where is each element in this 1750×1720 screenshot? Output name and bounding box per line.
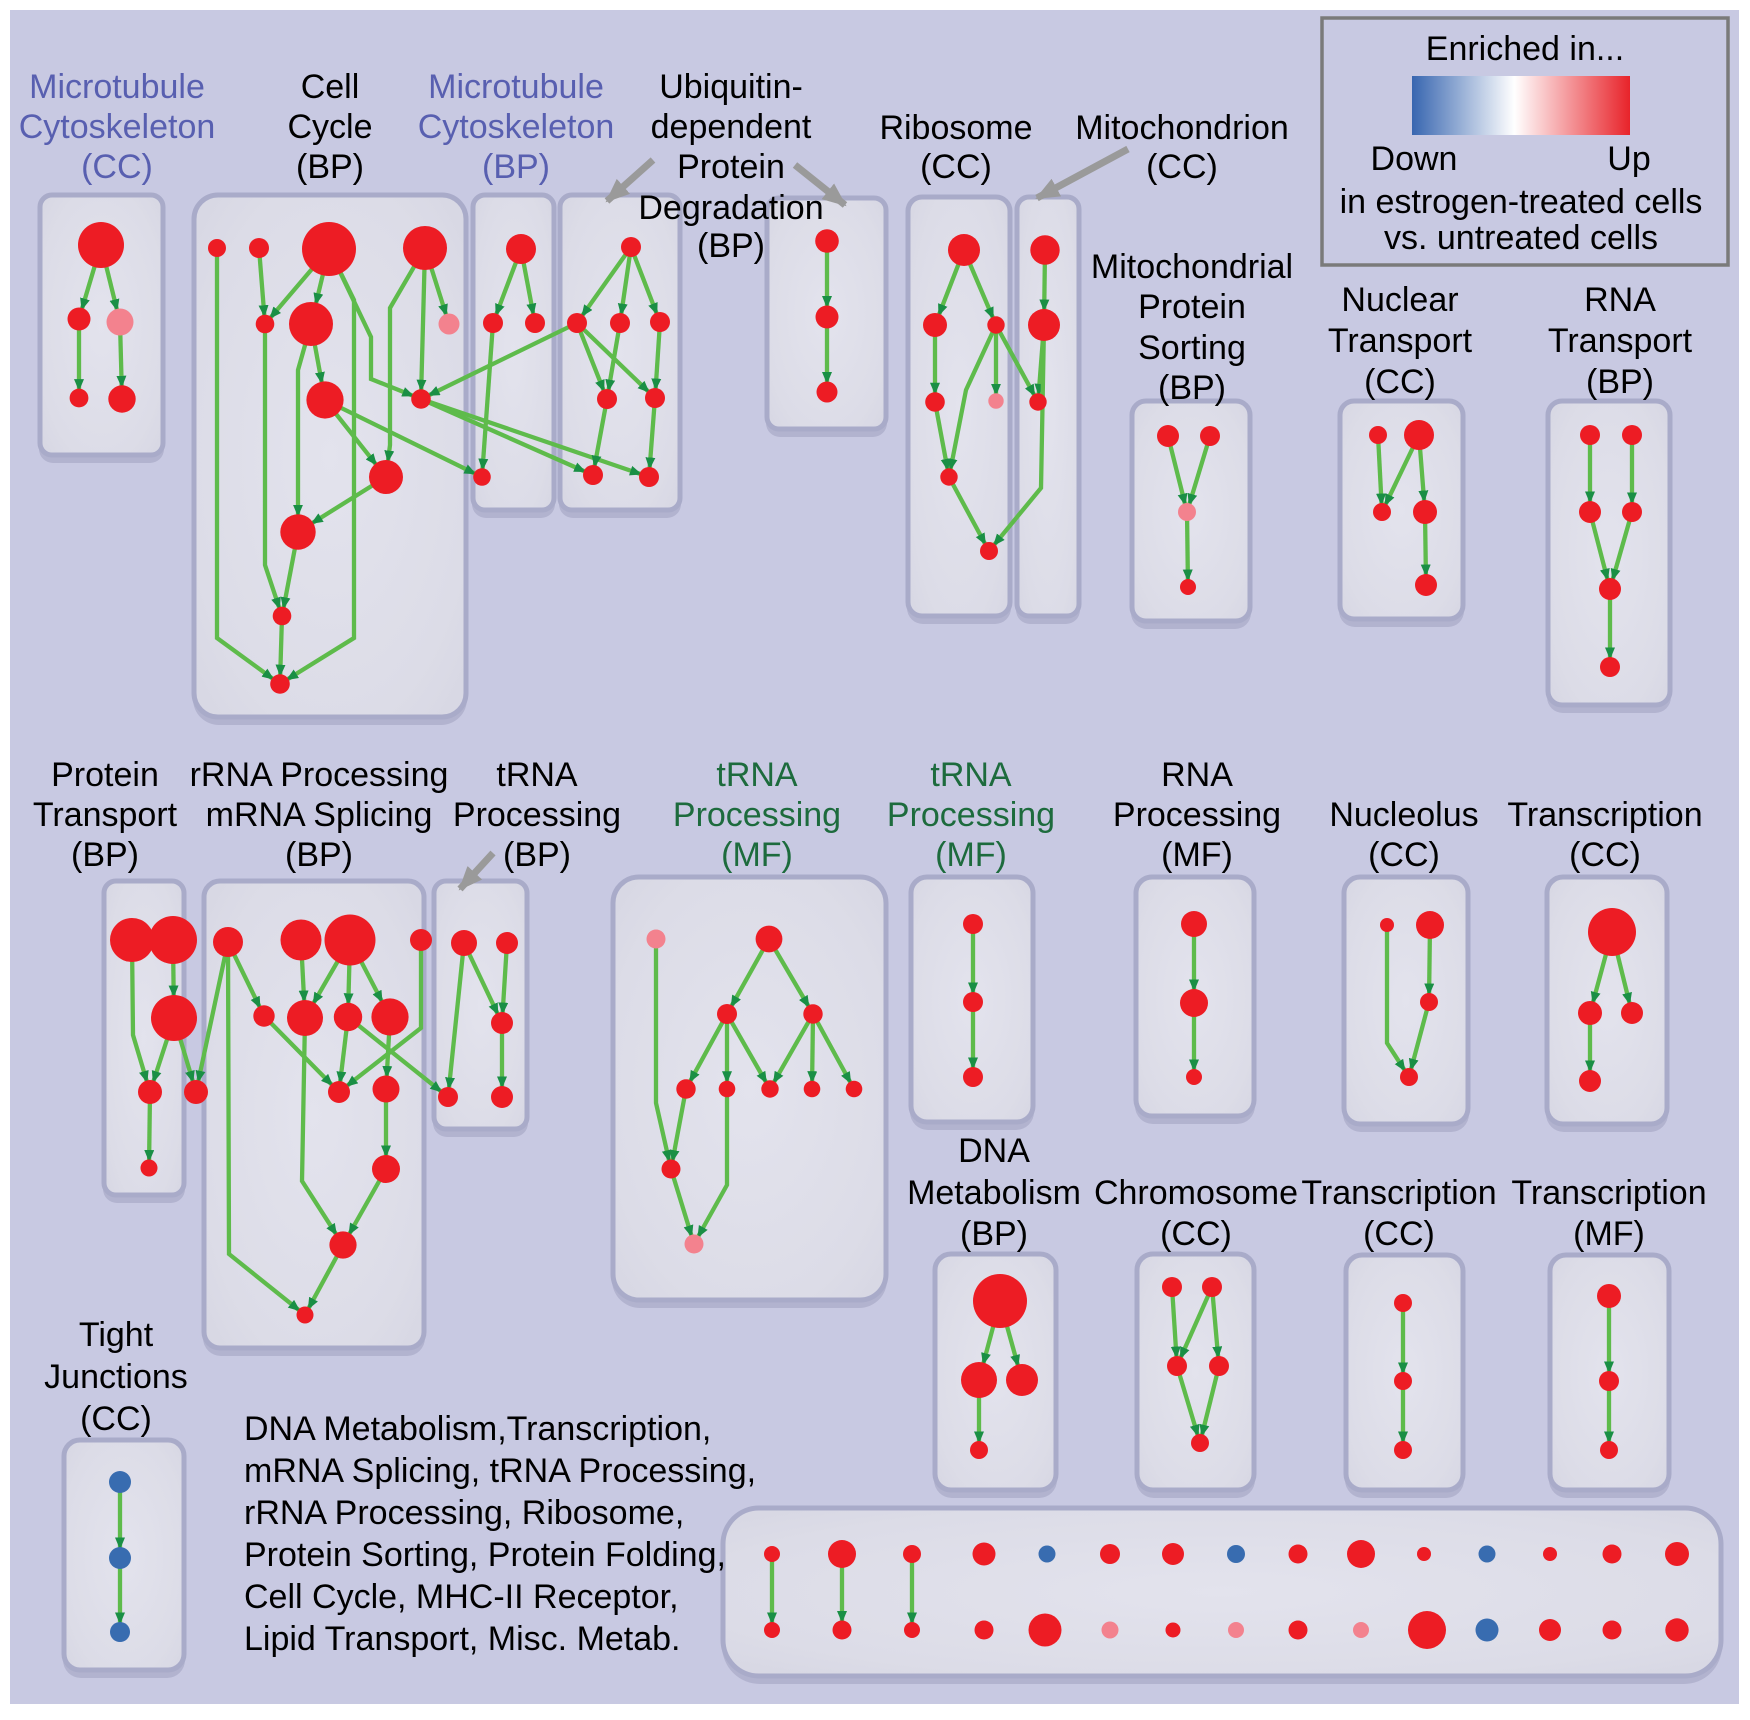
svg-text:dependent: dependent (651, 108, 812, 146)
svg-text:Chromosome: Chromosome (1094, 1174, 1298, 1212)
svg-text:Down: Down (1371, 140, 1458, 178)
svg-text:Microtubule: Microtubule (428, 68, 604, 106)
svg-text:(BP): (BP) (1158, 369, 1226, 407)
svg-text:Cell Cycle, MHC-II Receptor,: Cell Cycle, MHC-II Receptor, (244, 1578, 679, 1616)
svg-text:Transcription: Transcription (1301, 1174, 1496, 1212)
svg-text:(CC): (CC) (920, 148, 992, 186)
svg-text:(BP): (BP) (71, 836, 139, 874)
svg-text:Enriched in...: Enriched in... (1426, 30, 1624, 68)
svg-text:(CC): (CC) (1160, 1215, 1232, 1253)
svg-text:(MF): (MF) (721, 836, 793, 874)
svg-text:Junctions: Junctions (44, 1358, 188, 1396)
svg-text:Tight: Tight (79, 1316, 154, 1354)
svg-text:rRNA Processing, Ribosome,: rRNA Processing, Ribosome, (244, 1494, 684, 1532)
svg-text:Degradation: Degradation (638, 189, 823, 227)
svg-text:RNA: RNA (1584, 281, 1656, 319)
svg-text:(BP): (BP) (960, 1215, 1028, 1253)
svg-text:vs. untreated cells: vs. untreated cells (1384, 219, 1658, 257)
svg-text:(MF): (MF) (1161, 836, 1233, 874)
svg-text:Transport: Transport (33, 796, 178, 834)
svg-text:Processing: Processing (453, 796, 621, 834)
svg-text:Transcription: Transcription (1507, 796, 1702, 834)
svg-text:(CC): (CC) (81, 148, 153, 186)
svg-text:in estrogen-treated cells: in estrogen-treated cells (1340, 183, 1703, 221)
svg-text:Cytoskeleton: Cytoskeleton (418, 108, 615, 146)
svg-text:(BP): (BP) (285, 836, 353, 874)
svg-text:Up: Up (1607, 140, 1650, 178)
svg-text:Nucleolus: Nucleolus (1329, 796, 1478, 834)
svg-text:tRNA: tRNA (496, 756, 578, 794)
svg-text:Cytoskeleton: Cytoskeleton (19, 108, 216, 146)
svg-text:Cycle: Cycle (287, 108, 372, 146)
svg-text:tRNA: tRNA (716, 756, 798, 794)
svg-text:tRNA: tRNA (930, 756, 1012, 794)
svg-text:(BP): (BP) (296, 148, 364, 186)
svg-text:Nuclear: Nuclear (1341, 281, 1458, 319)
svg-text:Sorting: Sorting (1138, 329, 1246, 367)
svg-text:Cell: Cell (301, 68, 360, 106)
svg-text:Protein: Protein (1138, 288, 1246, 326)
svg-text:Protein: Protein (677, 148, 785, 186)
svg-text:Protein Sorting, Protein Foldi: Protein Sorting, Protein Folding, (244, 1536, 726, 1574)
svg-text:(MF): (MF) (1573, 1215, 1645, 1253)
svg-text:(CC): (CC) (1363, 1215, 1435, 1253)
svg-text:Transport: Transport (1548, 322, 1693, 360)
svg-text:Processing: Processing (887, 796, 1055, 834)
svg-text:(BP): (BP) (697, 227, 765, 265)
svg-text:Processing: Processing (1113, 796, 1281, 834)
svg-text:(CC): (CC) (1569, 836, 1641, 874)
svg-text:(CC): (CC) (1368, 836, 1440, 874)
svg-text:(BP): (BP) (1586, 363, 1654, 401)
svg-text:DNA: DNA (958, 1132, 1030, 1170)
svg-text:Lipid Transport, Misc. Metab.: Lipid Transport, Misc. Metab. (244, 1620, 681, 1658)
svg-text:Mitochondrial: Mitochondrial (1091, 248, 1293, 286)
svg-text:rRNA Processing: rRNA Processing (190, 756, 449, 794)
svg-text:Ribosome: Ribosome (879, 109, 1032, 147)
svg-text:Transcription: Transcription (1511, 1174, 1706, 1212)
svg-text:(CC): (CC) (1364, 363, 1436, 401)
svg-text:Ubiquitin-: Ubiquitin- (659, 68, 803, 106)
svg-text:Mitochondrion: Mitochondrion (1075, 109, 1289, 147)
svg-text:mRNA Splicing, tRNA Processing: mRNA Splicing, tRNA Processing, (244, 1452, 756, 1490)
svg-text:(BP): (BP) (503, 836, 571, 874)
svg-text:Processing: Processing (673, 796, 841, 834)
svg-text:Transport: Transport (1328, 322, 1473, 360)
svg-text:(BP): (BP) (482, 148, 550, 186)
svg-text:RNA: RNA (1161, 756, 1233, 794)
svg-text:Protein: Protein (51, 756, 159, 794)
svg-text:(CC): (CC) (1146, 148, 1218, 186)
svg-text:DNA Metabolism,Transcription,: DNA Metabolism,Transcription, (244, 1410, 711, 1448)
svg-text:mRNA Splicing: mRNA Splicing (206, 796, 433, 834)
svg-text:(MF): (MF) (935, 836, 1007, 874)
svg-text:(CC): (CC) (80, 1400, 152, 1438)
svg-text:Metabolism: Metabolism (907, 1174, 1081, 1212)
svg-text:Microtubule: Microtubule (29, 68, 205, 106)
